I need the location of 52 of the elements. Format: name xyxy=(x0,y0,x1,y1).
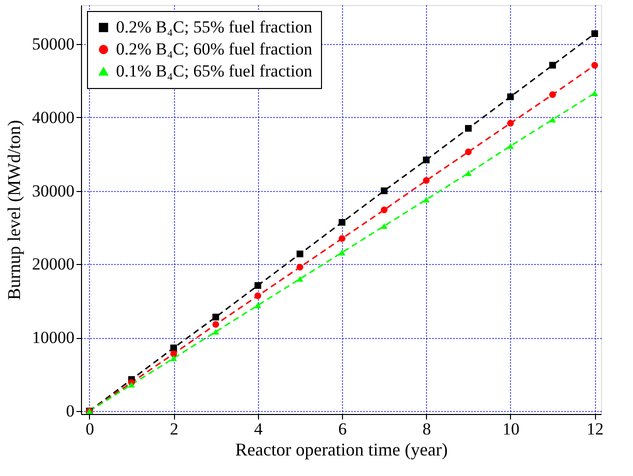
point xyxy=(254,302,262,308)
point xyxy=(591,62,598,69)
x-tick-label: 4 xyxy=(254,420,264,438)
point xyxy=(591,30,598,37)
y-tick-label: 20000 xyxy=(32,254,74,274)
point xyxy=(380,206,388,214)
point xyxy=(549,62,556,69)
point xyxy=(422,177,430,184)
point xyxy=(380,223,388,229)
x-tick-label: 8 xyxy=(422,420,432,438)
y-axis-title: Burnup level (MWd/ton) xyxy=(4,120,24,300)
x-tick-label: 10 xyxy=(502,420,520,438)
x-tick-label: 12 xyxy=(586,420,604,438)
legend-label: 0.2% B₄C; 60% fuel fraction xyxy=(116,40,313,58)
y-tick-label: 0 xyxy=(66,402,74,421)
point xyxy=(422,196,430,202)
point xyxy=(465,125,472,132)
point xyxy=(465,170,472,176)
point xyxy=(507,93,514,100)
point xyxy=(296,264,304,270)
point xyxy=(170,355,177,362)
point xyxy=(128,382,135,388)
point xyxy=(338,235,346,242)
point xyxy=(465,148,472,156)
point xyxy=(507,143,514,149)
x-tick-label: 2 xyxy=(170,420,178,438)
point xyxy=(338,218,346,226)
point xyxy=(380,187,388,194)
x-tick-label: 0 xyxy=(86,420,94,438)
point xyxy=(338,250,346,256)
point xyxy=(296,250,304,258)
x-tick-label: 6 xyxy=(338,420,347,438)
point xyxy=(254,292,262,300)
x-axis-title: Reactor operation time (year) xyxy=(235,440,448,460)
point xyxy=(212,328,220,335)
y-tick-label: 50000 xyxy=(32,34,74,54)
y-tick-label: 30000 xyxy=(32,181,74,200)
legend-label: 0.2% B₄C; 55% fuel fraction xyxy=(116,18,313,36)
point xyxy=(422,156,430,164)
y-tick-label: 40000 xyxy=(32,108,74,127)
point xyxy=(549,116,556,122)
point xyxy=(549,91,556,98)
point xyxy=(170,350,177,358)
y-tick-label: 10000 xyxy=(32,328,74,348)
point xyxy=(591,90,598,96)
point xyxy=(507,120,514,127)
point xyxy=(212,314,220,320)
point xyxy=(296,276,304,282)
point xyxy=(212,321,220,328)
point xyxy=(170,344,177,352)
legend-label: 0.1% B₄C; 65% fuel fraction xyxy=(116,62,313,80)
point xyxy=(254,282,262,289)
